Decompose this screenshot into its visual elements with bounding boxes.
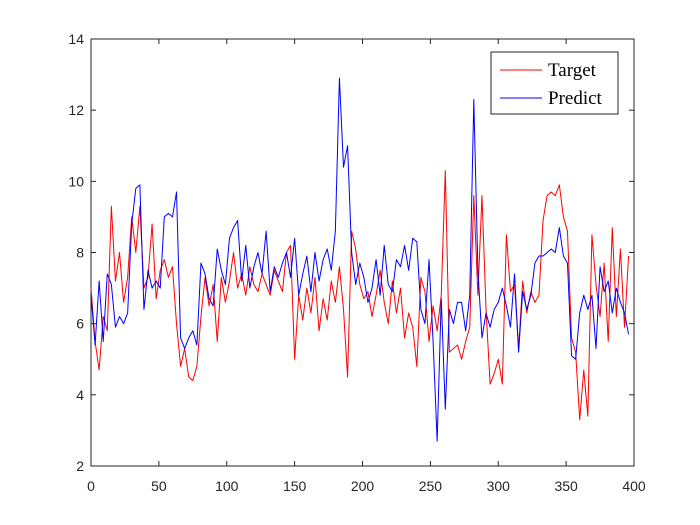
legend-box	[490, 51, 619, 115]
x-tick-label: 300	[487, 478, 511, 494]
x-tick-label: 0	[87, 478, 95, 494]
y-tick-label: 14	[68, 31, 84, 47]
x-tick-label: 250	[419, 478, 443, 494]
y-tick-label: 8	[76, 245, 84, 261]
legend-label-target: Target	[548, 60, 597, 81]
x-tick-label: 400	[622, 478, 646, 494]
y-tick-label: 2	[76, 458, 84, 474]
series-layer	[90, 77, 630, 442]
x-tick-label: 350	[554, 478, 578, 494]
y-tick-label: 6	[76, 316, 84, 332]
x-tick-label: 200	[351, 478, 375, 494]
x-tick-label: 100	[215, 478, 239, 494]
y-tick-label: 4	[76, 387, 84, 403]
y-tick-label: 12	[68, 102, 84, 118]
x-tick-label: 150	[283, 478, 307, 494]
x-tick-label: 50	[151, 478, 167, 494]
axis-layer: 0 50 100 150 200 250 300 350 400 2 4 6 8 10 12 14	[68, 31, 645, 494]
legend-label-predict: Predict	[548, 88, 603, 109]
y-tick-label: 10	[68, 173, 84, 189]
series-line-target	[90, 170, 630, 421]
series-line-predict	[90, 77, 630, 442]
legend: Target Predict	[490, 51, 619, 115]
